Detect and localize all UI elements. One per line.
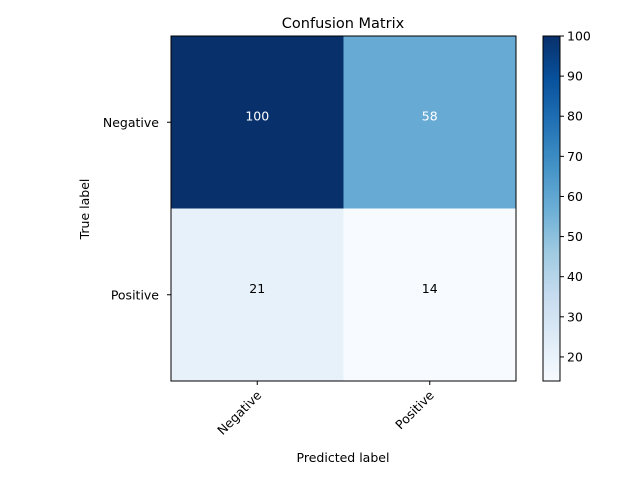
x-axis-ticks: Negative Positive [214,381,437,438]
colorbar-tick-label: 20 [567,349,583,364]
heatmap-cell [343,36,517,209]
cell-value-label: 100 [245,108,269,123]
heatmap-cell [171,36,344,209]
colorbar-tick-label: 100 [567,29,591,44]
plot-frame [170,35,517,382]
cell-value-label: 58 [422,108,438,123]
cell-value-label: 21 [249,281,265,296]
heatmap-cell [343,208,517,382]
colorbar-tick-label: 40 [567,269,583,284]
y-tick-label: Positive [111,287,159,302]
y-axis-ticks: Negative Positive [103,115,171,302]
x-axis-label: Predicted label [297,450,390,465]
y-axis-label: True label [77,179,92,241]
colorbar [542,35,561,382]
x-tick-label: Negative [214,387,264,437]
colorbar-tick-label: 30 [567,309,583,324]
chart-title: Confusion Matrix [282,16,405,32]
heatmap-cells: 100 58 21 14 [171,36,517,382]
colorbar-tick-label: 80 [567,109,583,124]
cell-value-label: 14 [422,281,438,296]
colorbar-tick-label: 70 [567,149,583,164]
colorbar-tick-label: 50 [567,229,583,244]
heatmap-cell [171,208,344,382]
x-tick-label: Positive [392,387,437,432]
y-tick-label: Negative [103,115,159,130]
colorbar-tick-label: 60 [567,189,583,204]
colorbar-tick-label: 90 [567,69,583,84]
colorbar-ticks: 20 30 40 50 60 70 80 90 100 [560,29,591,364]
